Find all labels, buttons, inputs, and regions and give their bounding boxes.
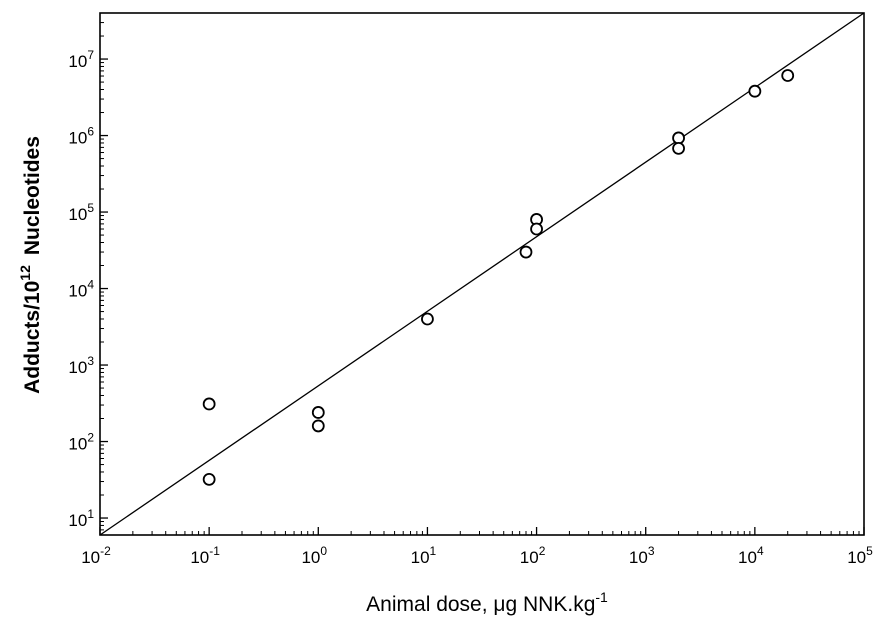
x-tick-base: 10	[81, 548, 100, 567]
x-tick-exp: 1	[430, 544, 437, 558]
y-tick-base: 10	[68, 435, 87, 454]
y-tick-exp: 7	[87, 48, 94, 62]
data-point-0	[202, 397, 216, 411]
x-tick-exp: 3	[648, 544, 655, 558]
y-tick-exp: 5	[87, 201, 94, 215]
x-tick-exp: 2	[539, 544, 546, 558]
x-tick-label-2: 100	[301, 544, 327, 567]
data-point-11	[781, 69, 795, 82]
y-tick-label-2: 103	[68, 354, 94, 377]
x-axis-title: Animal dose, μg NNK.kg-1	[366, 589, 608, 616]
data-point-7	[530, 222, 543, 236]
x-tick-exp: -2	[100, 544, 111, 558]
x-tick-base: 10	[847, 548, 866, 567]
plot-frame	[99, 12, 865, 536]
x-tick-exp: 5	[866, 544, 873, 558]
x-tick-label-1: 10-1	[190, 544, 220, 567]
y-tick-exp: 2	[87, 431, 94, 445]
y-tick-exp: 1	[87, 507, 94, 521]
y-tick-label-0: 101	[68, 507, 94, 530]
x-tick-base: 10	[738, 548, 757, 567]
fit-line	[100, 13, 864, 535]
data-point-2	[311, 406, 325, 419]
y-tick-label-4: 105	[68, 201, 94, 224]
x-tick-exp: 4	[757, 544, 764, 558]
y-tick-base: 10	[68, 511, 87, 530]
y-tick-base: 10	[68, 282, 87, 301]
x-tick-exp: -1	[209, 544, 220, 558]
data-point-9	[672, 141, 685, 155]
y-tick-label-6: 107	[68, 48, 94, 71]
x-tick-base: 10	[190, 548, 209, 567]
y-tick-exp: 4	[87, 278, 94, 292]
data-point-3	[311, 419, 325, 433]
data-point-4	[421, 312, 434, 326]
y-tick-label-3: 104	[68, 278, 94, 301]
plot-area	[99, 12, 865, 536]
y-tick-label-1: 102	[68, 431, 94, 454]
x-tick-label-3: 101	[411, 544, 437, 567]
x-axis-ticks: 10-2 10-1 100 101 102 103 104 105	[81, 527, 873, 567]
y-tick-base: 10	[68, 129, 87, 148]
y-tick-base: 10	[68, 358, 87, 377]
y-tick-base: 10	[68, 52, 87, 71]
x-tick-label-4: 102	[520, 544, 546, 567]
x-tick-base: 10	[411, 548, 430, 567]
data-point-5	[519, 245, 533, 259]
data-point-1	[202, 472, 216, 486]
y-axis-title: Adducts/1012Nucleotides	[17, 136, 44, 394]
x-tick-label-6: 104	[738, 544, 764, 567]
x-tick-label-5: 103	[629, 544, 655, 567]
x-tick-label-0: 10-2	[81, 544, 111, 567]
x-tick-base: 10	[301, 548, 320, 567]
y-tick-exp: 3	[87, 354, 94, 368]
data-point-8	[672, 131, 685, 145]
x-tick-base: 10	[520, 548, 539, 567]
x-tick-label-7: 105	[847, 544, 873, 567]
fit-line-group	[100, 13, 864, 535]
x-tick-base: 10	[629, 548, 648, 567]
y-tick-base: 10	[68, 205, 87, 224]
y-tick-label-5: 106	[68, 125, 94, 148]
data-points	[202, 69, 795, 486]
y-tick-exp: 6	[87, 125, 94, 139]
data-point-10	[748, 84, 762, 98]
x-tick-exp: 0	[320, 544, 327, 558]
